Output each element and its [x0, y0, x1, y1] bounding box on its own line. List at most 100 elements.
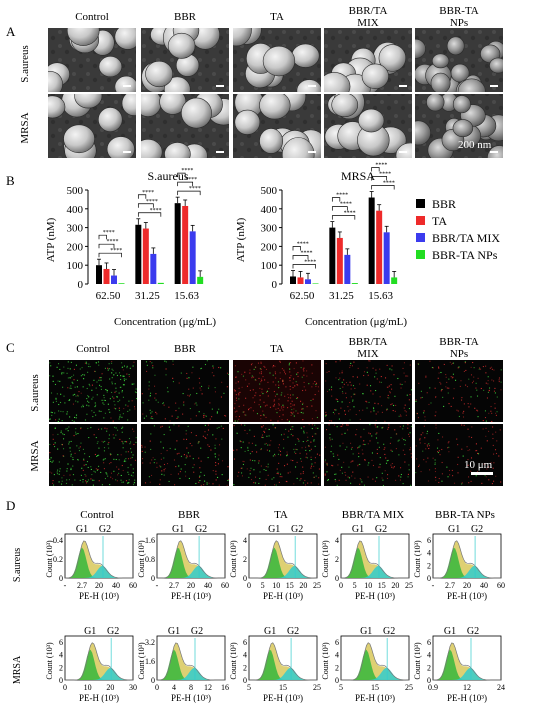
chart-title-mrsa: MRSA — [341, 169, 375, 183]
flow-col-label-control: Control — [80, 509, 114, 521]
dead-cell-spot — [489, 367, 491, 369]
dead-cell-spot — [211, 372, 213, 374]
live-cell-spot — [361, 481, 363, 483]
flow-x-tick-label: 8 — [189, 683, 193, 692]
y-tick-label: 200 — [261, 241, 278, 253]
dead-cell-spot — [405, 411, 407, 413]
live-cell-spot — [166, 387, 169, 389]
live-cell-spot — [108, 438, 110, 440]
live-cell-spot — [227, 479, 229, 481]
dead-cell-spot — [299, 452, 301, 454]
dead-cell-spot — [296, 384, 298, 386]
live-cell-spot — [60, 410, 62, 412]
flow-y-tick-label: 4 — [335, 651, 339, 660]
live-cell-spot — [302, 408, 304, 410]
dead-cell-spot — [349, 442, 352, 444]
live-cell-spot — [108, 363, 110, 365]
dead-cell-spot — [377, 403, 379, 405]
live-cell-spot — [378, 446, 380, 448]
live-cell-spot — [115, 427, 117, 429]
live-cell-spot — [111, 383, 113, 385]
dead-cell-spot — [386, 386, 388, 388]
dead-cell-spot — [201, 393, 203, 395]
live-cell-spot — [113, 374, 115, 376]
flow-x-tick-label: 10 — [364, 581, 372, 590]
live-cell-spot — [95, 404, 97, 406]
live-cell-spot — [292, 426, 294, 428]
flow-x-tick-label: 20 — [463, 581, 471, 590]
dead-cell-spot — [210, 449, 212, 451]
dead-cell-spot — [362, 443, 364, 445]
dead-cell-spot — [275, 408, 277, 410]
dead-cell-spot — [470, 470, 472, 472]
dead-cell-spot — [434, 468, 436, 470]
dead-cell-spot — [463, 370, 465, 373]
live-cell-spot — [103, 417, 105, 419]
dead-cell-spot — [152, 457, 154, 459]
bar-bbr-31.25 — [135, 224, 142, 284]
dead-cell-spot — [485, 382, 487, 384]
live-cell-spot — [198, 411, 200, 413]
dead-cell-spot — [256, 451, 258, 453]
fit-line — [340, 540, 409, 579]
dead-cell-spot — [379, 466, 381, 468]
dead-cell-spot — [215, 470, 217, 472]
dead-cell-spot — [133, 406, 136, 408]
live-cell-spot — [408, 407, 410, 410]
live-cell-spot — [240, 447, 242, 449]
dead-cell-spot — [194, 403, 196, 405]
live-cell-spot — [278, 387, 280, 389]
fluor-spots — [49, 426, 137, 486]
live-cell-spot — [150, 448, 152, 450]
live-cell-spot — [86, 404, 88, 406]
live-cell-spot — [81, 406, 83, 408]
significance-stars: **** — [107, 239, 119, 245]
dead-cell-spot — [149, 462, 151, 464]
flow-x-tick-label: 10 — [84, 683, 92, 692]
bacterium-cell — [324, 72, 351, 92]
live-cell-spot — [406, 394, 408, 396]
fluor-spots — [141, 360, 230, 422]
dead-cell-spot — [264, 379, 266, 381]
live-cell-spot — [71, 484, 73, 486]
dead-cell-spot — [290, 406, 292, 408]
live-cell-spot — [302, 440, 304, 443]
significance-bracket — [331, 215, 356, 220]
dead-cell-spot — [350, 384, 352, 386]
live-cell-spot — [313, 440, 315, 442]
dead-cell-spot — [445, 374, 447, 376]
dead-cell-spot — [198, 457, 200, 459]
flow-x-tick-label: 20 — [106, 683, 114, 692]
live-cell-spot — [339, 387, 341, 390]
live-cell-spot — [67, 367, 69, 369]
dead-cell-spot — [384, 470, 386, 472]
live-cell-spot — [111, 396, 114, 398]
live-cell-spot — [56, 393, 58, 395]
sem-image-mrsa-control — [48, 94, 136, 158]
dead-cell-spot — [289, 471, 291, 473]
live-cell-spot — [62, 448, 65, 450]
live-cell-spot — [112, 369, 114, 371]
dead-cell-spot — [500, 389, 502, 391]
dead-cell-spot — [386, 409, 388, 411]
live-cell-spot — [274, 453, 276, 455]
live-cell-spot — [124, 441, 126, 443]
flow-y-tick-label: 2 — [335, 663, 339, 672]
dead-cell-spot — [179, 471, 181, 473]
live-cell-spot — [295, 443, 297, 446]
live-cell-spot — [123, 378, 125, 380]
g1-area — [65, 547, 133, 578]
live-cell-spot — [104, 440, 106, 442]
live-cell-spot — [100, 379, 102, 381]
live-cell-spot — [56, 471, 58, 473]
dead-cell-spot — [345, 397, 348, 399]
live-cell-spot — [216, 412, 218, 414]
live-cell-spot — [132, 454, 134, 456]
dead-cell-spot — [98, 428, 100, 430]
dead-cell-spot — [470, 366, 472, 368]
dead-cell-spot — [122, 369, 124, 371]
dead-cell-spot — [175, 402, 177, 404]
dead-cell-spot — [281, 476, 283, 478]
live-cell-spot — [276, 393, 278, 395]
dead-cell-spot — [290, 414, 292, 416]
